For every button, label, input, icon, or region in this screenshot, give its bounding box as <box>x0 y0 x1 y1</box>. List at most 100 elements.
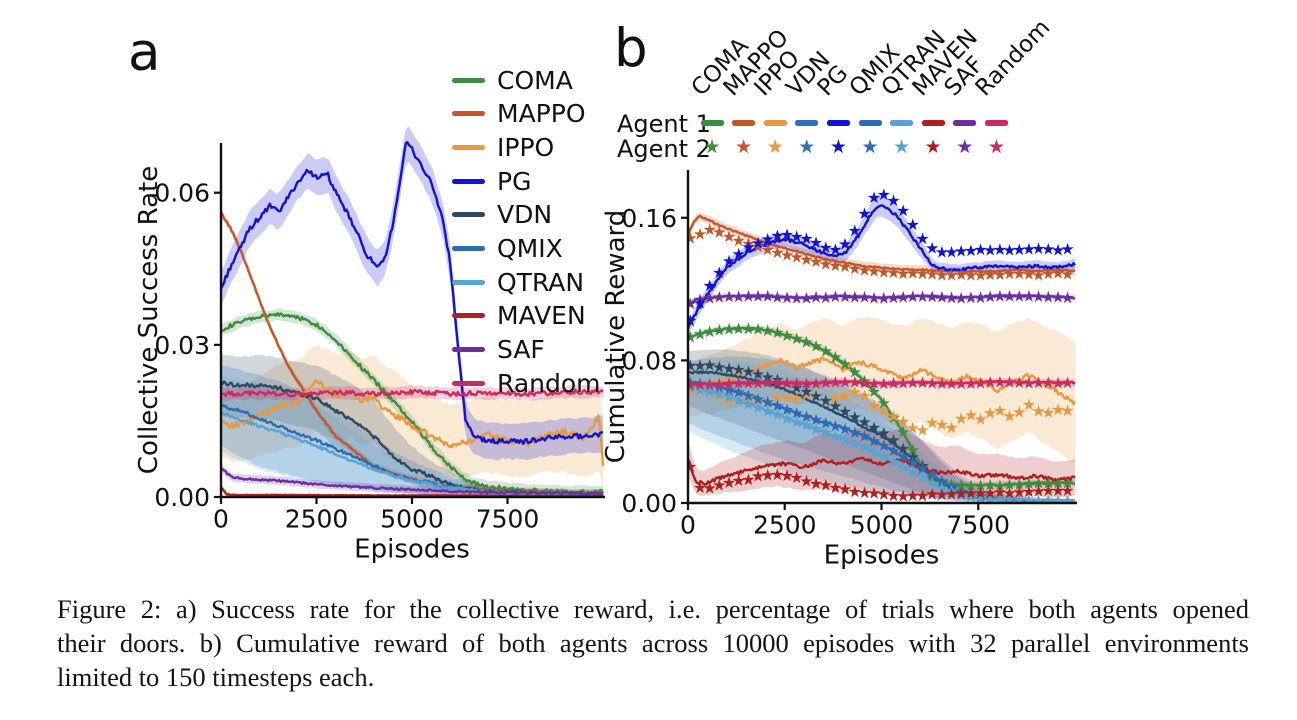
star-marker: ★ <box>1022 373 1036 392</box>
star-marker: ★ <box>761 401 775 420</box>
star-marker: ★ <box>848 287 862 306</box>
star-marker: ★ <box>906 264 920 283</box>
star-marker: ★ <box>896 412 910 431</box>
star-marker: ★ <box>848 423 862 442</box>
star-marker: ★ <box>828 372 842 391</box>
star-marker: ★ <box>761 393 775 412</box>
star-marker: ★ <box>944 478 958 497</box>
y-tick-label: 0.00 <box>621 489 677 518</box>
band-SAF <box>221 464 603 497</box>
line-COMA <box>688 326 1076 488</box>
star-marker: ★ <box>703 322 717 341</box>
y-tick-label: 0.16 <box>621 204 677 233</box>
star-marker: ★ <box>857 413 871 432</box>
star-marker: ★ <box>790 378 804 397</box>
star-marker: ★ <box>993 490 1007 509</box>
star-marker: ★ <box>935 415 949 434</box>
star-marker: ★ <box>809 474 823 493</box>
star-marker: ★ <box>896 288 910 307</box>
star-marker: ★ <box>780 373 794 392</box>
star-marker: ★ <box>954 485 968 504</box>
star-marker: ★ <box>973 240 987 259</box>
star-marker: ★ <box>819 391 833 410</box>
star-marker: ★ <box>683 356 697 375</box>
star-marker: ★ <box>1060 492 1074 511</box>
caption-line-3: limited to 150 timesteps each. <box>57 662 375 692</box>
x-axis-label: Episodes <box>354 534 470 564</box>
star-marker: ★ <box>1002 407 1016 426</box>
star-marker: ★ <box>1022 482 1036 501</box>
star-marker: ★ <box>1051 264 1065 283</box>
star-marker: ★ <box>693 324 707 343</box>
star-marker: ★ <box>915 468 929 487</box>
star-marker: ★ <box>848 259 862 278</box>
star-marker: ★ <box>993 401 1007 420</box>
star-marker: ★ <box>732 391 746 410</box>
panel-b-label: b <box>614 18 648 79</box>
star-marker: ★ <box>915 373 929 392</box>
star-marker: ★ <box>770 370 784 389</box>
star-marker: ★ <box>857 386 871 405</box>
star-marker: ★ <box>751 389 765 408</box>
star-marker: ★ <box>712 287 726 306</box>
legend-label: MAPPO <box>497 99 586 129</box>
star-marker: ★ <box>848 434 862 453</box>
star-marker: ★ <box>838 234 852 253</box>
star-marker: ★ <box>1060 481 1074 500</box>
legend-item-random: Random <box>452 366 601 400</box>
legend-swatch-maven <box>452 313 485 319</box>
star-marker: ★ <box>1012 491 1026 510</box>
band-QTRAN <box>688 359 1075 503</box>
star-marker: ★ <box>741 234 755 253</box>
star-marker: ★ <box>848 482 862 501</box>
star-marker: ★ <box>1031 287 1045 306</box>
star-marker: ★ <box>886 431 900 450</box>
star-marker: ★ <box>761 393 775 412</box>
star-marker: ★ <box>954 374 968 393</box>
star-marker: ★ <box>703 382 717 401</box>
x-tick-label: 0 <box>213 504 229 533</box>
star-marker: ★ <box>799 407 813 426</box>
star-marker: ★ <box>935 485 949 504</box>
star-marker: ★ <box>993 490 1007 509</box>
legend-label: Random <box>497 368 601 398</box>
star-marker: ★ <box>954 484 968 503</box>
legend-swatch-vdn <box>452 212 485 218</box>
star-marker: ★ <box>867 188 881 207</box>
star-marker: ★ <box>935 472 949 491</box>
star-marker: ★ <box>828 426 842 445</box>
star-marker: ★ <box>828 417 842 436</box>
star-marker: ★ <box>906 215 920 234</box>
star-marker: ★ <box>1060 474 1074 493</box>
star-marker: ★ <box>954 288 968 307</box>
star-marker: ★ <box>838 419 852 438</box>
star-marker: ★ <box>828 287 842 306</box>
star-marker: ★ <box>838 431 852 450</box>
star-marker: ★ <box>751 287 765 306</box>
star-marker: ★ <box>703 220 717 239</box>
star-marker: ★ <box>1022 492 1036 511</box>
legend-item-coma: COMA <box>452 63 573 97</box>
star-marker: ★ <box>935 479 949 498</box>
star-marker: ★ <box>896 486 910 505</box>
star-marker: ★ <box>1031 492 1045 511</box>
star-marker: ★ <box>1002 287 1016 306</box>
star-marker: ★ <box>693 356 707 375</box>
star-marker: ★ <box>809 419 823 438</box>
star-marker: ★ <box>703 382 717 401</box>
stars-QMIX: ★★★★★★★★★★★★★★★★★★★★★★★★★★★★★★★★★★★★★★★★ <box>688 373 1075 511</box>
star-marker: ★ <box>983 372 997 391</box>
y-tick-label: 0.03 <box>154 331 210 360</box>
star-marker: ★ <box>1031 401 1045 420</box>
star-marker: ★ <box>1041 287 1055 306</box>
star-marker: ★ <box>780 400 794 419</box>
star-marker: ★ <box>964 483 978 502</box>
star-marker: ★ <box>867 432 881 451</box>
band-QMIX <box>221 365 603 497</box>
star-marker: ★ <box>741 470 755 489</box>
star-marker: ★ <box>1012 475 1026 494</box>
star-marker: ★ <box>954 482 968 501</box>
star-marker: ★ <box>1060 492 1074 511</box>
star-marker: ★ <box>761 373 775 392</box>
legend-swatch-mappo <box>452 111 485 117</box>
